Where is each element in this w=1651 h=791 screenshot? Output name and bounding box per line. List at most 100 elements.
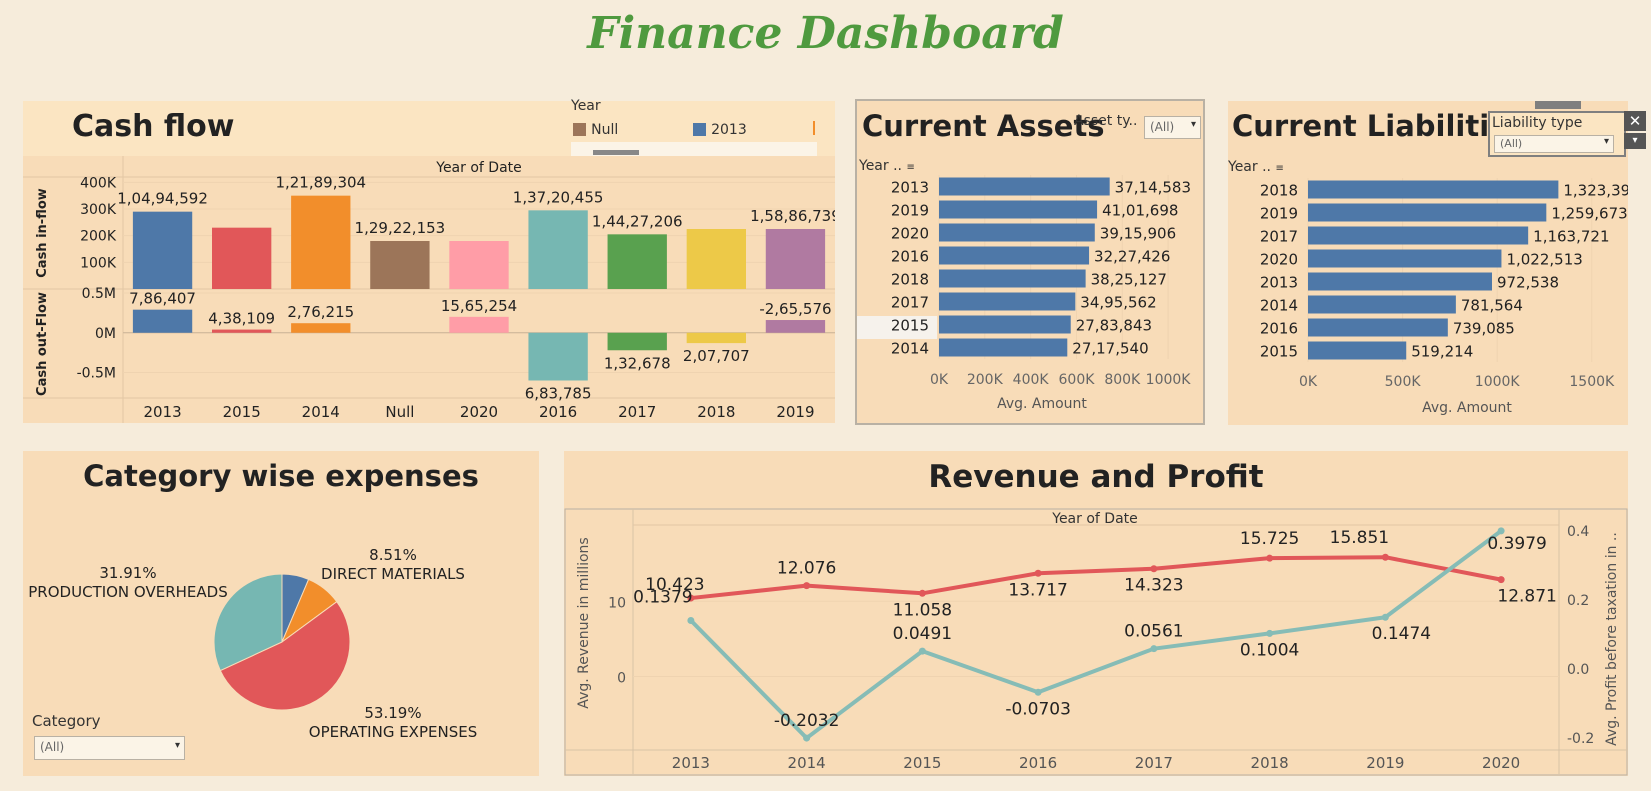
- legend-overflow-marker: [813, 121, 815, 135]
- inflow-axis-title: Cash in-flow: [35, 188, 50, 278]
- y-category-label: 2018: [1260, 182, 1298, 200]
- x-tick-label: 2016: [539, 403, 577, 421]
- y-tick-label: 0.5M: [82, 286, 116, 302]
- left-tick-label: 10: [608, 595, 626, 611]
- chart-frame: [564, 508, 1628, 776]
- x-tick-label: 400K: [1013, 372, 1050, 388]
- data-label: 6,83,785: [525, 384, 592, 402]
- data-label: -2,65,576: [759, 300, 831, 318]
- chevron-down-icon: ▾: [174, 740, 180, 751]
- data-label: 32,27,426: [1094, 248, 1170, 266]
- cashflow-legend-item-2013[interactable]: 2013: [693, 119, 747, 138]
- data-label: 2,76,215: [287, 303, 354, 321]
- x-tick-label: Null: [385, 403, 414, 421]
- y-category-label: 2017: [1260, 228, 1298, 246]
- y-category-label: 2018: [891, 271, 929, 289]
- x-axis-title: Avg. Amount: [997, 396, 1087, 412]
- data-label: 0.0561: [1124, 622, 1183, 642]
- x-tick-label: 600K: [1059, 372, 1096, 388]
- asset-type-dropdown-value: (All): [1150, 120, 1175, 134]
- assets-panel: Current Assets Asset ty.. (All) ▾ Year .…: [855, 99, 1205, 425]
- category-dropdown-value: (All): [40, 740, 65, 754]
- data-label: 37,14,583: [1115, 179, 1191, 197]
- close-icon[interactable]: ✕: [1624, 111, 1646, 131]
- data-label: 34,95,562: [1080, 294, 1156, 312]
- y-category-label: 2015: [891, 317, 929, 335]
- data-label: -0.2032: [774, 711, 840, 731]
- series-line: [689, 529, 1503, 741]
- x-tick-label: 2014: [302, 403, 340, 421]
- legend-label: 2013: [711, 122, 747, 138]
- slice-percent-label: 53.19%: [364, 704, 421, 722]
- x-tick-label: 500K: [1385, 374, 1422, 390]
- bar: [765, 229, 826, 289]
- bar: [939, 246, 1090, 265]
- data-label: 1,163,721: [1533, 228, 1609, 246]
- bar: [939, 269, 1086, 288]
- chevron-down-icon: ▾: [1190, 119, 1196, 130]
- data-label: 1,58,86,739: [750, 207, 835, 225]
- y-category-label: 2014: [1260, 297, 1298, 315]
- series-point: [1150, 565, 1158, 573]
- liability-type-filter-label: Liability type: [1492, 115, 1583, 131]
- left-tick-label: 0: [617, 671, 626, 687]
- sort-icon[interactable]: ≡: [906, 162, 915, 173]
- category-dropdown[interactable]: (All) ▾: [34, 736, 185, 760]
- data-label: 10.423: [645, 575, 704, 595]
- bar: [291, 195, 351, 289]
- x-tick-label: 1000K: [1146, 372, 1192, 388]
- y-category-label: 2015: [1260, 343, 1298, 361]
- liabilities-panel: Current Liabilities Year .. ≡ 0K 500K 1000…: [1228, 101, 1628, 425]
- data-label: 519,214: [1411, 343, 1473, 361]
- bar: [1308, 341, 1407, 360]
- liabilities-title: Current Liabilities: [1232, 109, 1527, 143]
- series-point: [918, 647, 926, 655]
- bar: [939, 315, 1071, 334]
- liability-type-filter[interactable]: Liability type (All) ▾: [1488, 111, 1626, 157]
- cashflow-chart: Year of Date Cash in-flow Cash out-Flow 100…: [23, 156, 835, 423]
- y-category-label: 2013: [891, 179, 929, 197]
- expenses-title: Category wise expenses: [83, 459, 479, 493]
- more-options-icon[interactable]: ▾: [1624, 133, 1646, 149]
- x-tick-label: 200K: [967, 372, 1004, 388]
- series-point: [1497, 576, 1505, 584]
- data-label: 1,022,513: [1506, 251, 1582, 269]
- bar: [212, 329, 272, 333]
- y-tick-label: -0.5M: [77, 366, 116, 382]
- outflow-axis-title: Cash out-Flow: [35, 292, 50, 396]
- asset-type-dropdown[interactable]: (All) ▾: [1144, 116, 1201, 139]
- data-label: 14.323: [1124, 576, 1183, 596]
- x-tick-label: 1500K: [1569, 374, 1615, 390]
- x-tick-label: 2013: [672, 754, 710, 772]
- data-label: 15,65,254: [441, 297, 517, 315]
- x-tick-label: 2015: [903, 754, 941, 772]
- y-category-label: 2013: [1260, 274, 1298, 292]
- cashflow-legend-item-null[interactable]: Null: [573, 119, 618, 138]
- liability-type-dropdown[interactable]: (All) ▾: [1494, 135, 1614, 153]
- data-label: 0.1379: [633, 587, 692, 607]
- slice-name-label: DIRECT MATERIALS: [321, 565, 465, 583]
- sort-icon[interactable]: ≡: [1275, 163, 1284, 174]
- y-tick-label: 400K: [80, 175, 117, 191]
- data-label: 41,01,698: [1102, 202, 1178, 220]
- bar: [686, 332, 746, 344]
- x-tick-label: 2013: [143, 403, 181, 421]
- data-label: 11.058: [893, 600, 952, 620]
- expenses-pie: 8.51%DIRECT MATERIALS 53.19%OPERATING EXP…: [28, 546, 477, 741]
- data-label: 972,538: [1497, 274, 1559, 292]
- y-category-label: 2019: [891, 202, 929, 220]
- legend-scroll-thumb[interactable]: [593, 150, 639, 155]
- right-tick-label: -0.2: [1567, 731, 1594, 747]
- cashflow-title: Cash flow: [72, 109, 235, 144]
- liabilities-row-header-label: Year ..: [1228, 159, 1271, 175]
- x-tick-label: 2016: [1019, 754, 1057, 772]
- x-tick-label: 1000K: [1475, 374, 1521, 390]
- bar: [1308, 203, 1547, 222]
- data-label: 13.717: [1008, 580, 1067, 600]
- x-tick-label: 2018: [1251, 754, 1289, 772]
- right-tick-label: 0.4: [1567, 524, 1589, 540]
- revenue-chart: Year of Date 2013 2014 2015 2016 2017 2018 2019…: [564, 508, 1628, 776]
- chevron-down-icon: ▾: [1603, 136, 1609, 147]
- drag-handle-icon[interactable]: [1535, 101, 1581, 109]
- slice-name-label: PRODUCTION OVERHEADS: [28, 583, 227, 601]
